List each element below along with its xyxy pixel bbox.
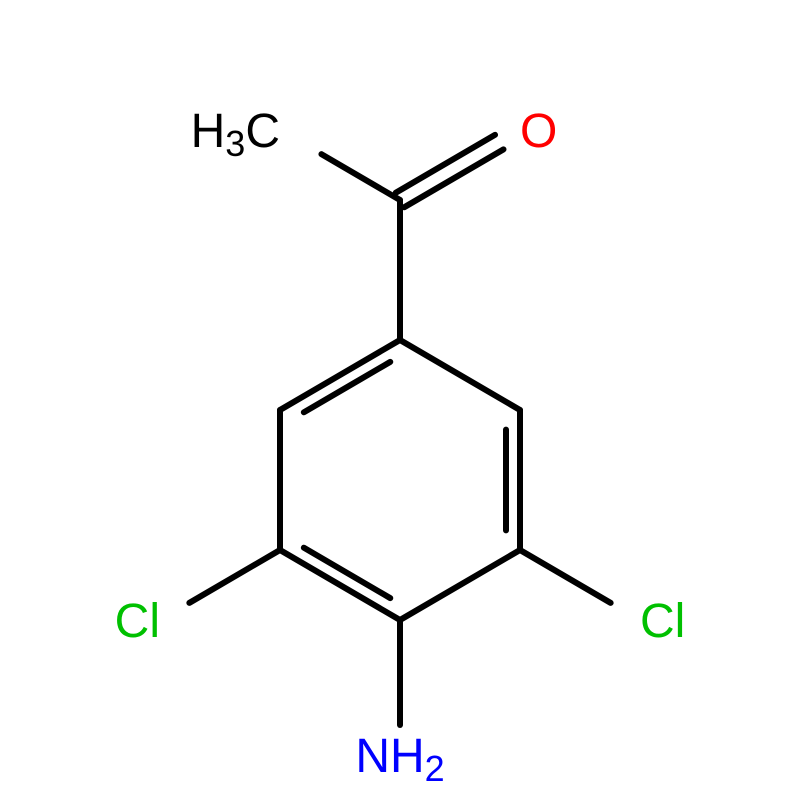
atom-cl_left: Cl <box>115 595 160 648</box>
svg-text:Cl: Cl <box>640 595 685 648</box>
atom-o: O <box>520 105 557 158</box>
svg-text:Cl: Cl <box>115 595 160 648</box>
molecule-diagram: H3COClClNH2 <box>0 0 800 800</box>
svg-text:O: O <box>520 105 557 158</box>
atom-cl_right: Cl <box>640 595 685 648</box>
